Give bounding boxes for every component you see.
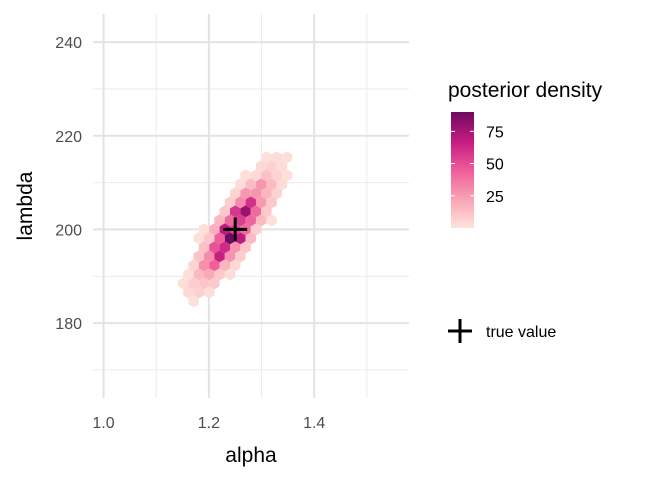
hexbin-cell (271, 187, 282, 200)
hexbin-cell (235, 250, 246, 263)
grid (93, 14, 409, 398)
hexbin-cell (209, 277, 220, 290)
x-tick-label: 1.4 (303, 415, 325, 432)
hexbin-cell (214, 214, 225, 227)
hexbin-cell (261, 187, 272, 200)
hexbin-cell (240, 169, 251, 182)
x-axis-title: alpha (225, 444, 277, 467)
hex-layer (178, 151, 293, 308)
hexbin-cell (261, 169, 272, 182)
hexbin-cell (266, 160, 277, 173)
hexbin-cell (188, 277, 199, 290)
hexbin-cell (224, 232, 236, 245)
legend-tick-label: 50 (486, 157, 504, 174)
hexbin-cell (188, 295, 199, 308)
hexbin-cell (230, 259, 241, 272)
legend-title: posterior density (448, 79, 603, 102)
hexbin-cell (245, 232, 256, 245)
hexbin-cell (240, 205, 251, 218)
hexbin-cell (198, 223, 210, 236)
hexbin-cell (219, 241, 230, 254)
y-axis-title: lambda (14, 171, 37, 240)
legend-ticks: 25 50 75 (451, 124, 504, 206)
x-axis-ticks: 1.0 1.2 1.4 (92, 415, 325, 432)
hexbin-cell (240, 241, 251, 254)
hexbin-cell (245, 178, 256, 191)
hexbin-cell (224, 268, 236, 281)
y-tick-label: 220 (55, 129, 82, 146)
hexbin-cell (183, 268, 194, 281)
hexbin-cell (224, 196, 236, 209)
hexbin-cell (250, 205, 262, 218)
hexbin-cell (250, 223, 262, 236)
x-tick-label: 1.0 (92, 415, 114, 432)
hexbin-cell (255, 178, 267, 191)
hexbin-cell (178, 277, 189, 290)
hexbin-cell (266, 178, 277, 191)
hexbin-cell (276, 160, 288, 173)
hexbin-cell (250, 169, 262, 182)
hexbin-cell (214, 268, 225, 281)
hexbin-cell (230, 187, 241, 200)
hexbin-cell (198, 241, 210, 254)
hexbin-cell (224, 214, 236, 227)
hexbin-cell (266, 196, 277, 209)
hexbin-cell (281, 151, 293, 164)
hexbin-cell (198, 259, 210, 272)
hexbin-cell (266, 214, 277, 227)
true-value-legend-label: true value (486, 324, 556, 341)
legend-tick-label: 75 (486, 124, 504, 141)
hexbin-cell (204, 232, 215, 245)
hexbin-cell (255, 160, 267, 173)
hexbin-cell (193, 268, 205, 281)
y-tick-label: 240 (55, 35, 82, 52)
y-axis-ticks: 180 200 220 240 (55, 35, 82, 333)
legend-tick-label: 25 (486, 189, 504, 206)
hexbin-cell (255, 196, 267, 209)
hexbin-cell (276, 178, 288, 191)
x-tick-label: 1.2 (198, 415, 220, 432)
hexbin-cell (198, 277, 210, 290)
hexbin-cell (235, 178, 246, 191)
hexbin-cell (250, 187, 262, 200)
hexbin-cell (240, 187, 251, 200)
hexbin-cell (193, 286, 205, 299)
true-value-marker (223, 217, 248, 242)
hexbin-cell (235, 196, 246, 209)
hexbin-cell (271, 151, 282, 164)
legend: posterior density 25 50 75 true value (448, 79, 603, 343)
hexbin-cell (255, 214, 267, 227)
hexbin-cell (193, 232, 205, 245)
hexbin-cell (188, 259, 199, 272)
hexbin-cell (209, 223, 220, 236)
hexbin-cell (230, 241, 241, 254)
hexbin-cell (271, 169, 282, 182)
hexbin-cell (204, 268, 215, 281)
hexbin-cell (281, 169, 293, 182)
hexbin-cell (183, 286, 194, 299)
hexbin-cell (209, 259, 220, 272)
y-tick-label: 180 (55, 316, 82, 333)
hexbin-cell (219, 205, 230, 218)
hexbin-cell (209, 241, 220, 254)
hexbin-cell (193, 250, 205, 263)
hexbin-cell (230, 205, 241, 218)
hexbin-cell (214, 232, 225, 245)
density-colorbar (451, 112, 474, 228)
y-tick-label: 200 (55, 222, 82, 239)
hexbin-cell (204, 286, 215, 299)
hexbin-cell (204, 250, 215, 263)
hexbin-cell (245, 214, 256, 227)
hexbin-cell (261, 205, 272, 218)
hexbin-cell (219, 259, 230, 272)
hexbin-cell (235, 232, 246, 245)
hexbin-cell (224, 250, 236, 263)
hexbin-cell (245, 196, 256, 209)
hexbin-cell (261, 151, 272, 164)
hexbin-cell (235, 214, 246, 227)
hexbin-cell (214, 250, 225, 263)
true-value-legend-key (448, 319, 472, 343)
